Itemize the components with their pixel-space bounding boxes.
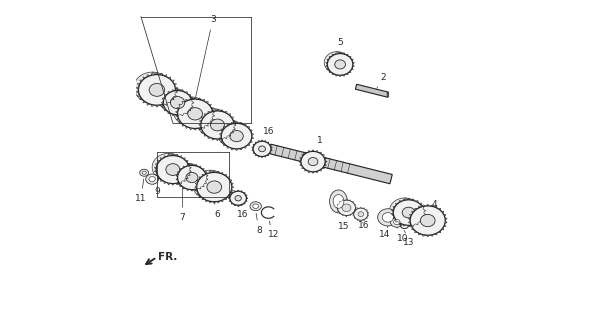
Ellipse shape: [253, 204, 258, 208]
Text: 7: 7: [180, 187, 185, 222]
Text: 16: 16: [358, 221, 370, 230]
Ellipse shape: [174, 164, 203, 188]
Text: 5: 5: [337, 38, 343, 53]
Ellipse shape: [389, 198, 420, 223]
Text: 15: 15: [337, 215, 349, 231]
Ellipse shape: [134, 72, 171, 103]
Ellipse shape: [402, 207, 415, 218]
Text: 6: 6: [215, 202, 220, 219]
Text: 8: 8: [256, 213, 262, 235]
Ellipse shape: [235, 196, 241, 201]
Text: 11: 11: [135, 179, 147, 203]
Ellipse shape: [327, 53, 353, 75]
Ellipse shape: [253, 141, 271, 156]
Ellipse shape: [138, 75, 176, 105]
Polygon shape: [355, 84, 388, 97]
Text: 3: 3: [196, 15, 216, 97]
Ellipse shape: [387, 92, 389, 97]
Ellipse shape: [210, 119, 225, 131]
Text: 1: 1: [313, 136, 322, 151]
Ellipse shape: [146, 174, 158, 184]
Ellipse shape: [324, 52, 350, 73]
Ellipse shape: [354, 208, 368, 220]
Ellipse shape: [301, 151, 325, 172]
Ellipse shape: [308, 157, 318, 166]
Ellipse shape: [178, 165, 206, 190]
Ellipse shape: [186, 172, 198, 183]
Ellipse shape: [330, 190, 348, 213]
Ellipse shape: [358, 212, 363, 217]
Ellipse shape: [342, 204, 351, 212]
Ellipse shape: [378, 209, 398, 226]
Text: 14: 14: [379, 226, 391, 239]
Ellipse shape: [230, 191, 246, 205]
Ellipse shape: [142, 171, 146, 174]
Ellipse shape: [207, 181, 222, 193]
Text: 10: 10: [397, 227, 408, 243]
Ellipse shape: [139, 169, 148, 176]
Ellipse shape: [391, 217, 403, 227]
Ellipse shape: [170, 97, 185, 109]
Ellipse shape: [410, 206, 445, 235]
Ellipse shape: [149, 177, 155, 182]
Text: 16: 16: [237, 205, 249, 219]
Ellipse shape: [174, 97, 209, 126]
Ellipse shape: [250, 202, 261, 211]
Ellipse shape: [337, 200, 355, 215]
Ellipse shape: [149, 84, 165, 96]
Ellipse shape: [335, 60, 346, 69]
Ellipse shape: [394, 220, 400, 225]
Text: 16: 16: [262, 127, 274, 141]
Ellipse shape: [221, 123, 252, 149]
Ellipse shape: [166, 164, 180, 175]
Ellipse shape: [217, 122, 248, 147]
Ellipse shape: [160, 88, 188, 113]
Text: 2: 2: [376, 73, 386, 88]
Ellipse shape: [333, 195, 344, 208]
Ellipse shape: [188, 108, 203, 120]
Ellipse shape: [197, 109, 230, 137]
Ellipse shape: [394, 200, 424, 225]
Ellipse shape: [259, 146, 265, 152]
Ellipse shape: [197, 172, 232, 202]
Ellipse shape: [201, 111, 234, 139]
Ellipse shape: [193, 170, 228, 199]
Text: FR.: FR.: [158, 252, 178, 262]
Text: 4: 4: [428, 200, 437, 209]
Polygon shape: [269, 144, 392, 184]
Ellipse shape: [382, 212, 394, 222]
Ellipse shape: [230, 131, 243, 142]
Ellipse shape: [152, 153, 185, 181]
Ellipse shape: [156, 156, 189, 184]
Ellipse shape: [178, 99, 213, 128]
Ellipse shape: [420, 214, 435, 227]
Ellipse shape: [163, 91, 192, 115]
Text: 13: 13: [403, 230, 414, 247]
Text: 12: 12: [268, 221, 279, 239]
Text: 9: 9: [154, 184, 160, 196]
